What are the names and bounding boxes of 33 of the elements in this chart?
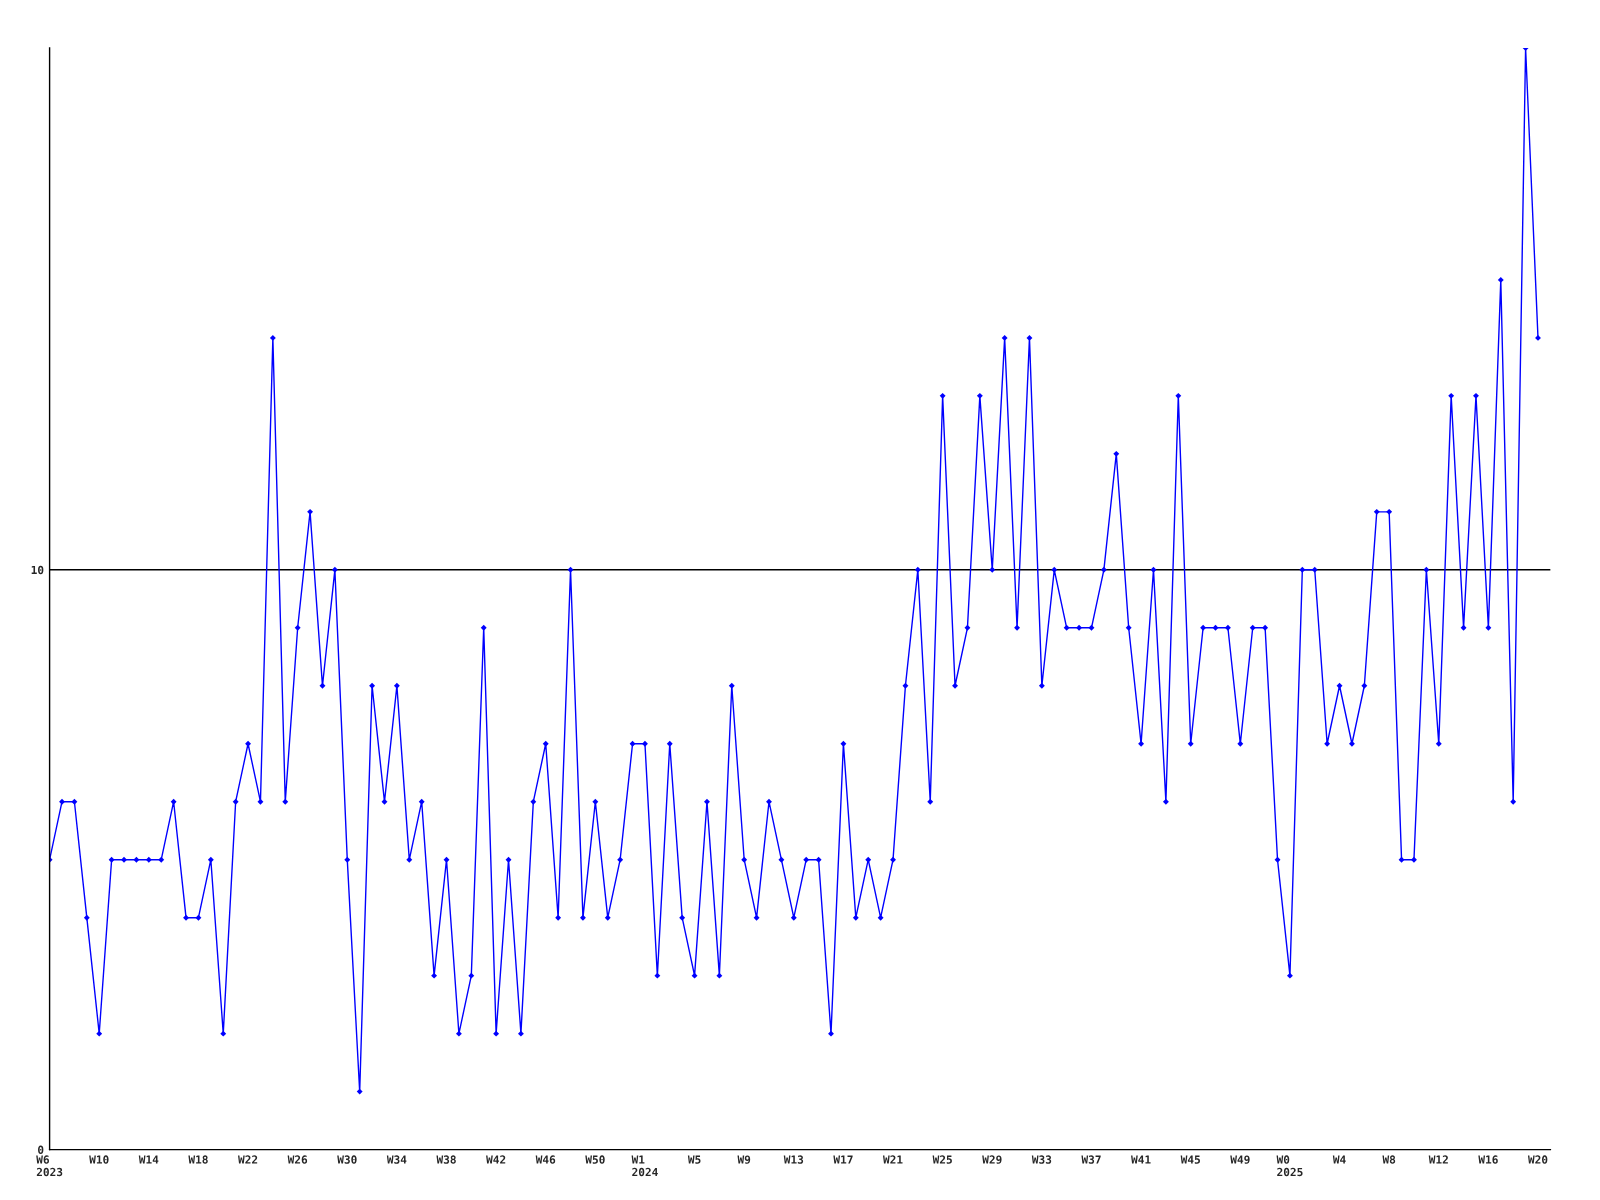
x-tick-label: W4 <box>1332 1155 1346 1164</box>
x-tick-label: W18 <box>188 1155 208 1164</box>
x-tick-label: W1 2024 <box>631 1155 658 1177</box>
x-tick-label: W45 <box>1180 1155 1200 1164</box>
x-tick-label: W21 <box>882 1155 903 1164</box>
x-tick-label: W9 <box>737 1155 751 1164</box>
y-tick-label: 0 <box>38 1145 44 1154</box>
x-tick-label: W20 <box>1527 1155 1548 1164</box>
x-tick-label: W38 <box>436 1155 456 1164</box>
x-tick-label: W17 <box>833 1155 853 1164</box>
x-tick-label: W30 <box>337 1155 357 1164</box>
x-tick-label: W14 <box>138 1155 159 1164</box>
x-tick-label: W33 <box>1031 1155 1052 1164</box>
x-tick-label: W50 <box>585 1155 605 1164</box>
x-tick-label: W42 <box>486 1155 506 1164</box>
x-tick-label: W0 2025 <box>1276 1155 1303 1177</box>
x-tick-label: W25 <box>932 1155 952 1164</box>
x-tick-label: W46 <box>535 1155 556 1164</box>
x-tick-label: W49 <box>1230 1155 1250 1164</box>
x-tick-label: W16 <box>1478 1155 1498 1164</box>
x-tick-label: W29 <box>982 1155 1002 1164</box>
x-tick-label: W13 <box>783 1155 804 1164</box>
x-tick-label: W41 <box>1131 1155 1151 1164</box>
x-tick-label: W22 <box>238 1155 258 1164</box>
x-tick-label: W10 <box>89 1155 109 1164</box>
x-tick-label: W5 <box>687 1155 701 1164</box>
x-tick-label: W37 <box>1081 1155 1101 1164</box>
x-tick-label: W34 <box>386 1155 407 1164</box>
x-tick-label: W6 2023 <box>36 1155 63 1177</box>
x-tick-label: W26 <box>287 1155 308 1164</box>
y-tick-label: 10 <box>31 565 44 575</box>
x-tick-label: W12 <box>1428 1155 1448 1164</box>
x-tick-label: W8 <box>1382 1155 1396 1164</box>
